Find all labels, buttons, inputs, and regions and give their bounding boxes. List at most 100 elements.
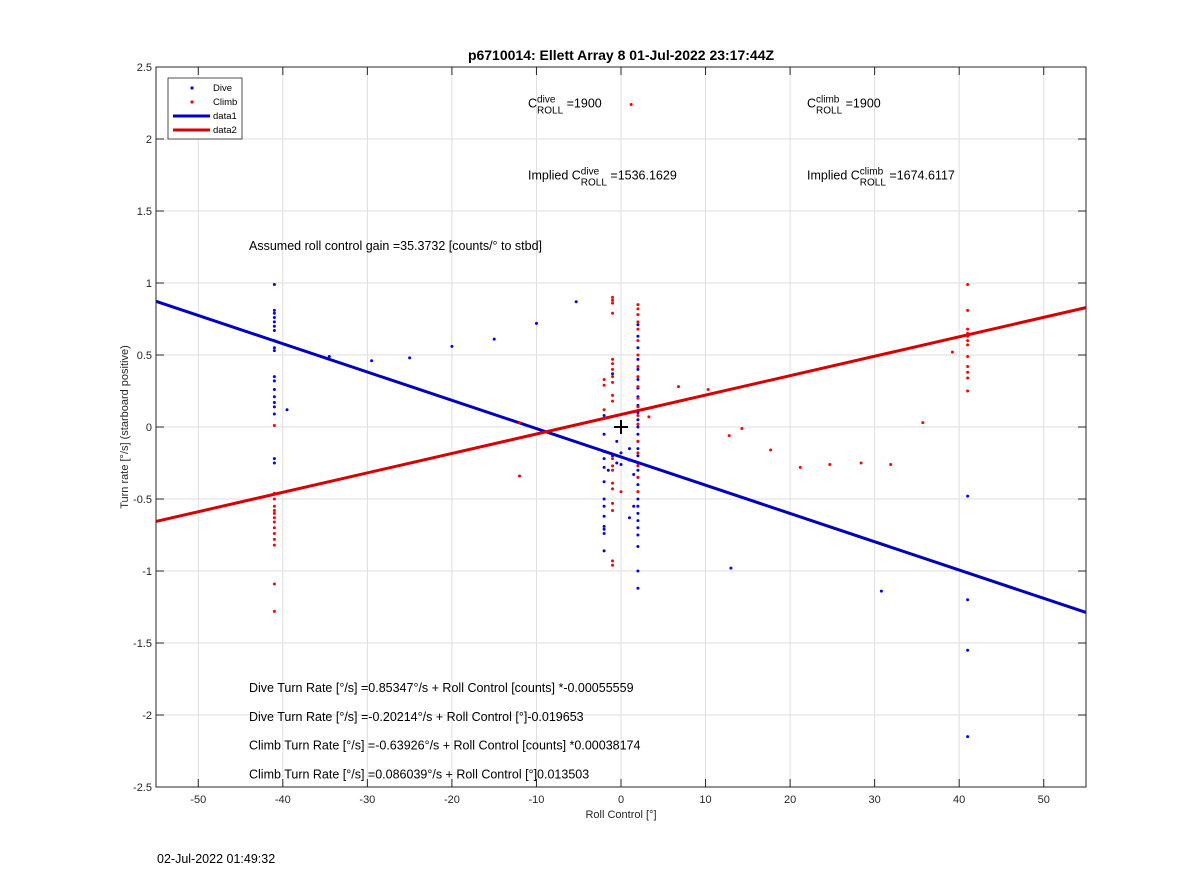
annotation-value: =1536.1629: [607, 168, 677, 182]
climb-point: [272, 497, 276, 501]
climb-point: [950, 350, 954, 354]
climb-point: [636, 475, 640, 479]
dive-point: [602, 457, 606, 461]
legend-dive-label: Dive: [213, 83, 232, 94]
x-axis-label: Roll Control [°]: [585, 809, 656, 821]
climb-point: [611, 367, 615, 371]
dive-point: [602, 432, 606, 436]
dive-point: [450, 344, 454, 348]
y-tick-label: -1.5: [133, 638, 152, 650]
dive-point: [602, 465, 606, 469]
dive-point: [615, 439, 619, 443]
dive-point: [615, 461, 619, 465]
climb-point: [859, 461, 863, 465]
climb-point: [602, 377, 606, 381]
climb-point: [619, 490, 623, 494]
dive-point: [602, 449, 606, 453]
climb-point: [272, 509, 276, 513]
climb-point: [272, 543, 276, 547]
climb-point: [611, 357, 615, 361]
dive-point: [636, 377, 640, 381]
annotation-superscript: climb: [860, 166, 884, 177]
dive-point: [272, 346, 276, 350]
climb-point: [966, 365, 970, 369]
climb-point: [611, 481, 615, 485]
dive-point: [636, 511, 640, 515]
climb-point: [647, 415, 651, 419]
dive-point: [285, 408, 289, 412]
climb-point: [727, 434, 731, 438]
annotation-eq3: Climb Turn Rate [°/s] =-0.63926°/s + Rol…: [249, 739, 641, 753]
x-tick-label: -30: [359, 794, 375, 806]
dive-point: [272, 339, 276, 343]
climb-point: [272, 504, 276, 508]
dive-point: [636, 346, 640, 350]
dive-point: [636, 545, 640, 549]
dive-point: [602, 504, 606, 508]
climb-point: [798, 465, 802, 469]
climb-point: [611, 464, 615, 468]
annotation-subscript: ROLL: [537, 105, 564, 116]
dive-point: [966, 598, 970, 602]
annotation-prefix: Implied C: [528, 168, 581, 182]
legend-data2-label: data2: [213, 125, 237, 136]
y-tick-label: 0.5: [137, 350, 152, 362]
climb-point: [966, 334, 970, 338]
dive-point: [636, 586, 640, 590]
dive-point: [272, 405, 276, 409]
climb-point: [740, 426, 744, 430]
dive-point: [636, 519, 640, 523]
dive-point: [636, 461, 640, 465]
x-tick-label: 10: [699, 794, 711, 806]
climb-point: [636, 365, 640, 369]
climb-point: [611, 509, 615, 513]
legend: Dive Climb data1 data2: [167, 77, 243, 140]
climb-point: [636, 464, 640, 468]
dive-point: [370, 359, 374, 363]
dive-point: [602, 413, 606, 417]
annotation-prefix: Implied C: [807, 168, 860, 182]
fit-lines: [155, 299, 1087, 614]
dive-point: [602, 497, 606, 501]
climb-point: [611, 311, 615, 315]
climb-point: [611, 380, 615, 384]
legend-dive-marker: [190, 86, 194, 90]
climb-point: [611, 563, 615, 567]
climb-point: [611, 501, 615, 505]
climb-point: [636, 353, 640, 357]
climb-point: [966, 308, 970, 312]
climb-point: [921, 421, 925, 425]
dive-point: [602, 532, 606, 536]
dive-point: [606, 468, 610, 472]
climb-point: [272, 532, 276, 536]
annotation-subscript: ROLL: [816, 105, 843, 116]
climb-point: [272, 516, 276, 520]
dive-point: [966, 494, 970, 498]
dive-point: [272, 308, 276, 312]
dive-point: [636, 425, 640, 429]
annotation-gain: Assumed roll control gain =35.3732 [coun…: [249, 239, 542, 253]
dive-point: [627, 516, 631, 520]
climb-point: [676, 385, 680, 389]
climb-point: [636, 307, 640, 311]
climb-point: [272, 511, 276, 515]
annotation-value: =1674.6117: [886, 168, 955, 182]
dive-point: [272, 329, 276, 333]
dive-point: [636, 504, 640, 508]
dive-point: [636, 533, 640, 537]
y-tick-label: 2: [146, 134, 152, 146]
climb-point: [611, 301, 615, 305]
dive-point: [272, 375, 276, 379]
dive-point: [611, 454, 615, 458]
dive-point: [636, 497, 640, 501]
climb-point: [611, 393, 615, 397]
climb-point: [828, 462, 832, 466]
dive-point: [729, 566, 733, 570]
dive-point: [534, 321, 538, 325]
y-tick-label: 0: [146, 422, 152, 434]
dive-point: [272, 316, 276, 320]
climb-point: [966, 331, 970, 335]
x-tick-label: 0: [618, 794, 624, 806]
dive-point: [408, 356, 412, 360]
annotation-eq4: Climb Turn Rate [°/s] =0.086039°/s + Rol…: [249, 767, 589, 781]
